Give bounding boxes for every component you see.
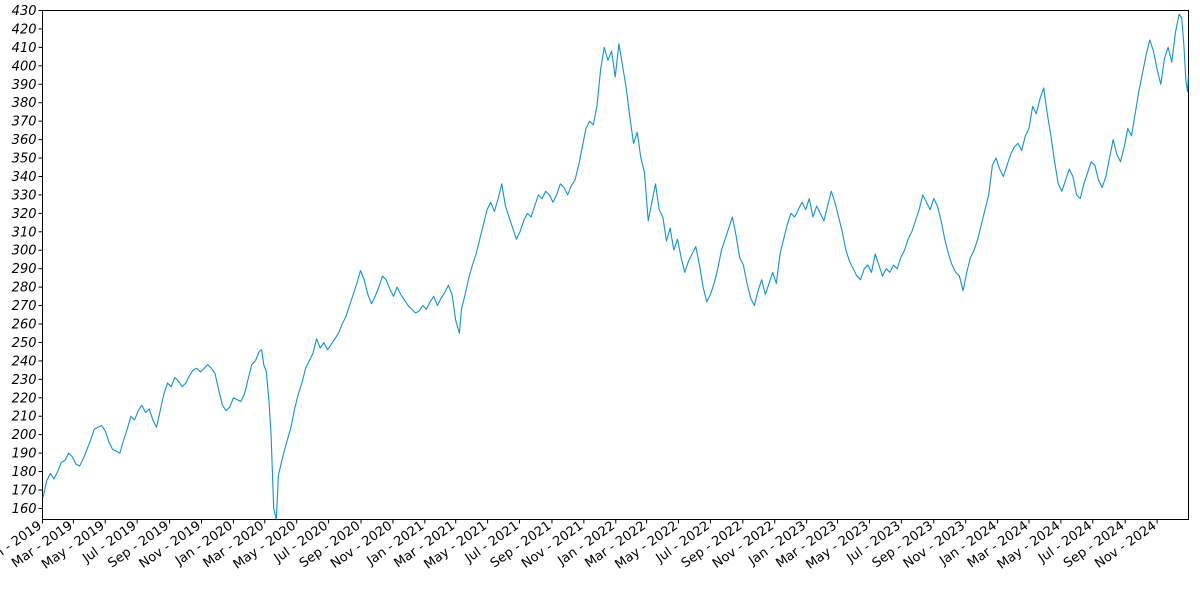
- y-tick-label: 240: [12, 354, 37, 369]
- y-tick-label: 190: [12, 447, 37, 462]
- y-tick-label: 360: [12, 133, 37, 148]
- y-tick-label: 310: [12, 225, 37, 240]
- y-tick-label: 200: [12, 428, 37, 443]
- y-tick-label: 430: [12, 4, 37, 19]
- y-tick-label: 220: [12, 391, 37, 406]
- y-tick-label: 330: [12, 188, 37, 203]
- y-tick-label: 290: [12, 262, 37, 277]
- y-tick-label: 420: [12, 22, 37, 37]
- y-tick-label: 250: [12, 336, 37, 351]
- y-tick-label: 380: [12, 96, 37, 111]
- y-tick-label: 340: [12, 170, 37, 185]
- y-tick-label: 180: [12, 465, 37, 480]
- y-tick-label: 160: [12, 502, 37, 517]
- y-axis: 160 170 180 190 200 210 220 230 240 250 260 270 280 2…: [12, 4, 43, 517]
- plot-frame: [42, 10, 1189, 520]
- y-tick-label: 170: [12, 483, 37, 498]
- y-tick-label: 280: [12, 281, 37, 296]
- y-tick-label: 370: [12, 115, 37, 130]
- y-tick-label: 260: [12, 318, 37, 333]
- series-layer: [42, 13, 1189, 520]
- y-tick-label: 210: [12, 410, 37, 425]
- y-tick-label: 350: [12, 152, 37, 167]
- y-tick-label: 230: [12, 373, 37, 388]
- y-tick-label: 320: [12, 207, 37, 222]
- series-line: [42, 13, 1189, 520]
- y-tick-label: 400: [12, 59, 37, 74]
- y-tick-label: 410: [12, 41, 37, 56]
- y-tick-label: 300: [12, 244, 37, 259]
- y-tick-label: 390: [12, 78, 37, 93]
- y-tick-label: 270: [12, 299, 37, 314]
